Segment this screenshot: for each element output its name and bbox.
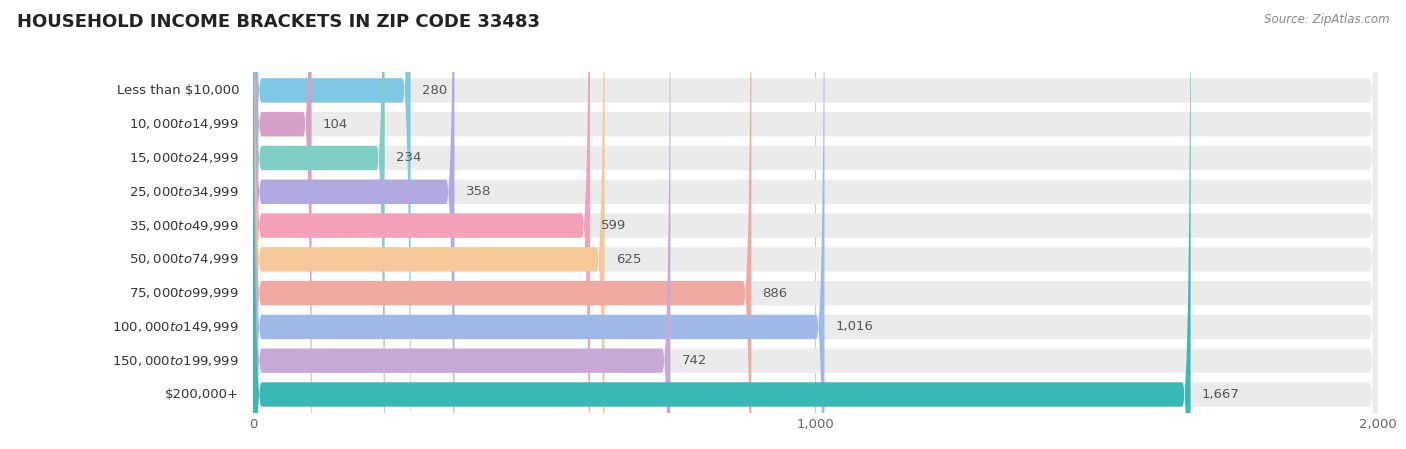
FancyBboxPatch shape xyxy=(253,0,605,449)
Text: 886: 886 xyxy=(762,286,787,299)
FancyBboxPatch shape xyxy=(253,0,312,449)
Text: Source: ZipAtlas.com: Source: ZipAtlas.com xyxy=(1264,13,1389,26)
Text: 625: 625 xyxy=(616,253,641,266)
FancyBboxPatch shape xyxy=(253,0,1378,449)
FancyBboxPatch shape xyxy=(253,0,1378,449)
FancyBboxPatch shape xyxy=(253,0,1378,449)
Text: Less than $10,000: Less than $10,000 xyxy=(117,84,239,97)
FancyBboxPatch shape xyxy=(253,0,385,449)
FancyBboxPatch shape xyxy=(253,0,591,449)
Text: $35,000 to $49,999: $35,000 to $49,999 xyxy=(129,219,239,233)
Text: $150,000 to $199,999: $150,000 to $199,999 xyxy=(112,354,239,368)
FancyBboxPatch shape xyxy=(253,0,1378,449)
Text: 742: 742 xyxy=(682,354,707,367)
Text: 104: 104 xyxy=(323,118,349,131)
Text: $10,000 to $14,999: $10,000 to $14,999 xyxy=(129,117,239,131)
Text: $15,000 to $24,999: $15,000 to $24,999 xyxy=(129,151,239,165)
FancyBboxPatch shape xyxy=(253,0,454,449)
Text: 599: 599 xyxy=(602,219,627,232)
FancyBboxPatch shape xyxy=(253,0,1191,449)
FancyBboxPatch shape xyxy=(253,0,1378,449)
FancyBboxPatch shape xyxy=(253,0,671,449)
Text: 358: 358 xyxy=(465,185,491,198)
Text: 280: 280 xyxy=(422,84,447,97)
FancyBboxPatch shape xyxy=(253,0,751,449)
FancyBboxPatch shape xyxy=(253,0,1378,449)
FancyBboxPatch shape xyxy=(253,0,1378,449)
Text: 1,667: 1,667 xyxy=(1202,388,1240,401)
FancyBboxPatch shape xyxy=(253,0,824,449)
Text: HOUSEHOLD INCOME BRACKETS IN ZIP CODE 33483: HOUSEHOLD INCOME BRACKETS IN ZIP CODE 33… xyxy=(17,13,540,31)
Text: $100,000 to $149,999: $100,000 to $149,999 xyxy=(112,320,239,334)
Text: $50,000 to $74,999: $50,000 to $74,999 xyxy=(129,252,239,266)
Text: $25,000 to $34,999: $25,000 to $34,999 xyxy=(129,185,239,199)
FancyBboxPatch shape xyxy=(253,0,1378,449)
Text: $200,000+: $200,000+ xyxy=(165,388,239,401)
Text: 234: 234 xyxy=(396,151,422,164)
FancyBboxPatch shape xyxy=(253,0,411,449)
FancyBboxPatch shape xyxy=(253,0,1378,449)
Text: $75,000 to $99,999: $75,000 to $99,999 xyxy=(129,286,239,300)
FancyBboxPatch shape xyxy=(253,0,1378,449)
Text: 1,016: 1,016 xyxy=(835,321,873,334)
